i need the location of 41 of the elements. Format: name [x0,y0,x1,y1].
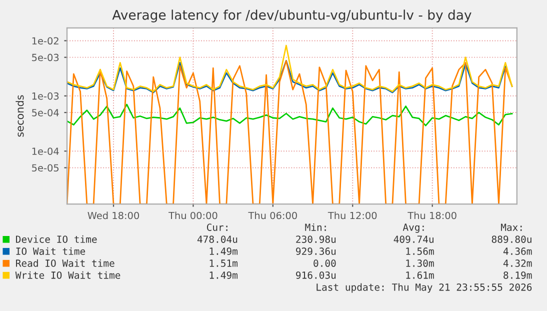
y-tick-label: 5e-03 [32,54,59,62]
y-tick-label: 5e-04 [32,109,59,116]
y-axis-title: seconds [16,95,24,137]
text: Max: [501,224,522,231]
text: Cur: [206,224,228,231]
chart-title: Average latency for /dev/ubuntu-vg/ubuntu-lv - by day [112,10,472,22]
x-tick-label: Thu 18:00 [408,212,456,220]
line-series [67,60,513,204]
text: 1.61m [406,272,434,279]
y-tick-label: 5e-05 [32,164,59,172]
x-tick-label: Thu 06:00 [248,212,297,220]
text: Last update: Thu May 21 23:55:55 2026 [316,283,532,293]
text: 0.00 [314,260,336,267]
text: 1.49m [210,248,238,255]
legend-label: Device IO time [16,235,97,243]
x-tick-label: Wed 18:00 [88,212,140,220]
text: 409.74u [394,236,434,243]
legend-label: Write IO Wait time [15,271,120,279]
text: 4.36m [503,248,532,255]
text: 929.36u [296,248,336,255]
line-series [67,44,513,92]
text: 1.49m [210,272,238,279]
text: 1.30m [406,260,434,267]
text: 889.80u [492,236,532,243]
text: 1.51m [210,260,238,267]
text: Min: [305,223,326,231]
legend-label: IO Wait time [16,247,86,255]
y-tick-label: 1e-03 [32,92,59,100]
text: 8.19m [504,272,532,279]
legend-label: Read IO Wait time [16,259,114,267]
x-tick-label: Thu 12:00 [328,212,377,220]
text: 478.04u [197,236,238,243]
y-tick-label: 1e-04 [32,148,59,155]
line-series [67,104,513,126]
x-tick-label: Thu 00:00 [168,212,218,220]
text: 1.56m [406,248,434,255]
text: 916.03u [296,272,336,279]
text: Avg: [402,224,424,233]
y-tick-label: 1e-02 [32,37,58,45]
text: 4.32m [503,260,532,267]
text: 230.98u [296,236,336,243]
